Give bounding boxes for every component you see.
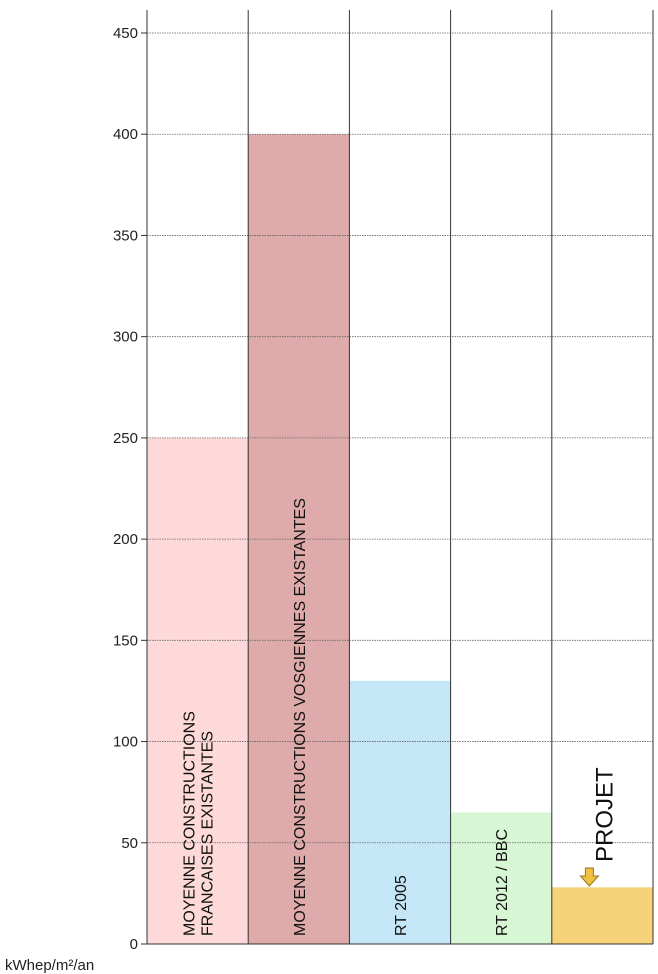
down-arrow-icon bbox=[579, 867, 600, 887]
y-tick-label: 350 bbox=[113, 227, 138, 244]
y-tick-label: 450 bbox=[113, 25, 138, 42]
grid-layer bbox=[147, 32, 653, 844]
bar-label-3: RT 2005 bbox=[393, 875, 410, 936]
bar-labels-layer: MOYENNE CONSTRUCTIONS FRANCAISES EXISTANT… bbox=[182, 498, 619, 936]
y-unit-label: kWhep/m²/an bbox=[5, 957, 94, 974]
bar-label-projet: PROJET bbox=[591, 767, 618, 862]
y-tick-label: 150 bbox=[113, 632, 138, 649]
y-tick-label: 400 bbox=[113, 126, 138, 143]
bar-label-1-line-1: MOYENNE CONSTRUCTIONS bbox=[182, 711, 199, 936]
y-tick-label: 250 bbox=[113, 430, 138, 447]
column-lines-layer bbox=[146, 10, 654, 945]
y-tick-label: 0 bbox=[130, 936, 138, 953]
bar-3 bbox=[349, 680, 451, 944]
bar-5 bbox=[551, 887, 653, 944]
bar-label-2: MOYENNE CONSTRUCTIONS VOSGIENNES EXISTAN… bbox=[292, 498, 309, 936]
y-tick-label: 50 bbox=[121, 835, 138, 852]
y-tick-label: 300 bbox=[113, 329, 138, 346]
bar-4 bbox=[450, 812, 552, 944]
bar-1 bbox=[147, 437, 249, 944]
y-tick-label: 100 bbox=[113, 734, 138, 751]
y-tick-label: 200 bbox=[113, 531, 138, 548]
y-ticks-layer: 0 50 100 150 200 250 300 350 400 450 bbox=[113, 25, 147, 953]
bar-label-1-line-2: FRANCAISES EXISTANTES bbox=[200, 731, 217, 936]
bar-label-4: RT 2012 / BBC bbox=[494, 829, 511, 936]
